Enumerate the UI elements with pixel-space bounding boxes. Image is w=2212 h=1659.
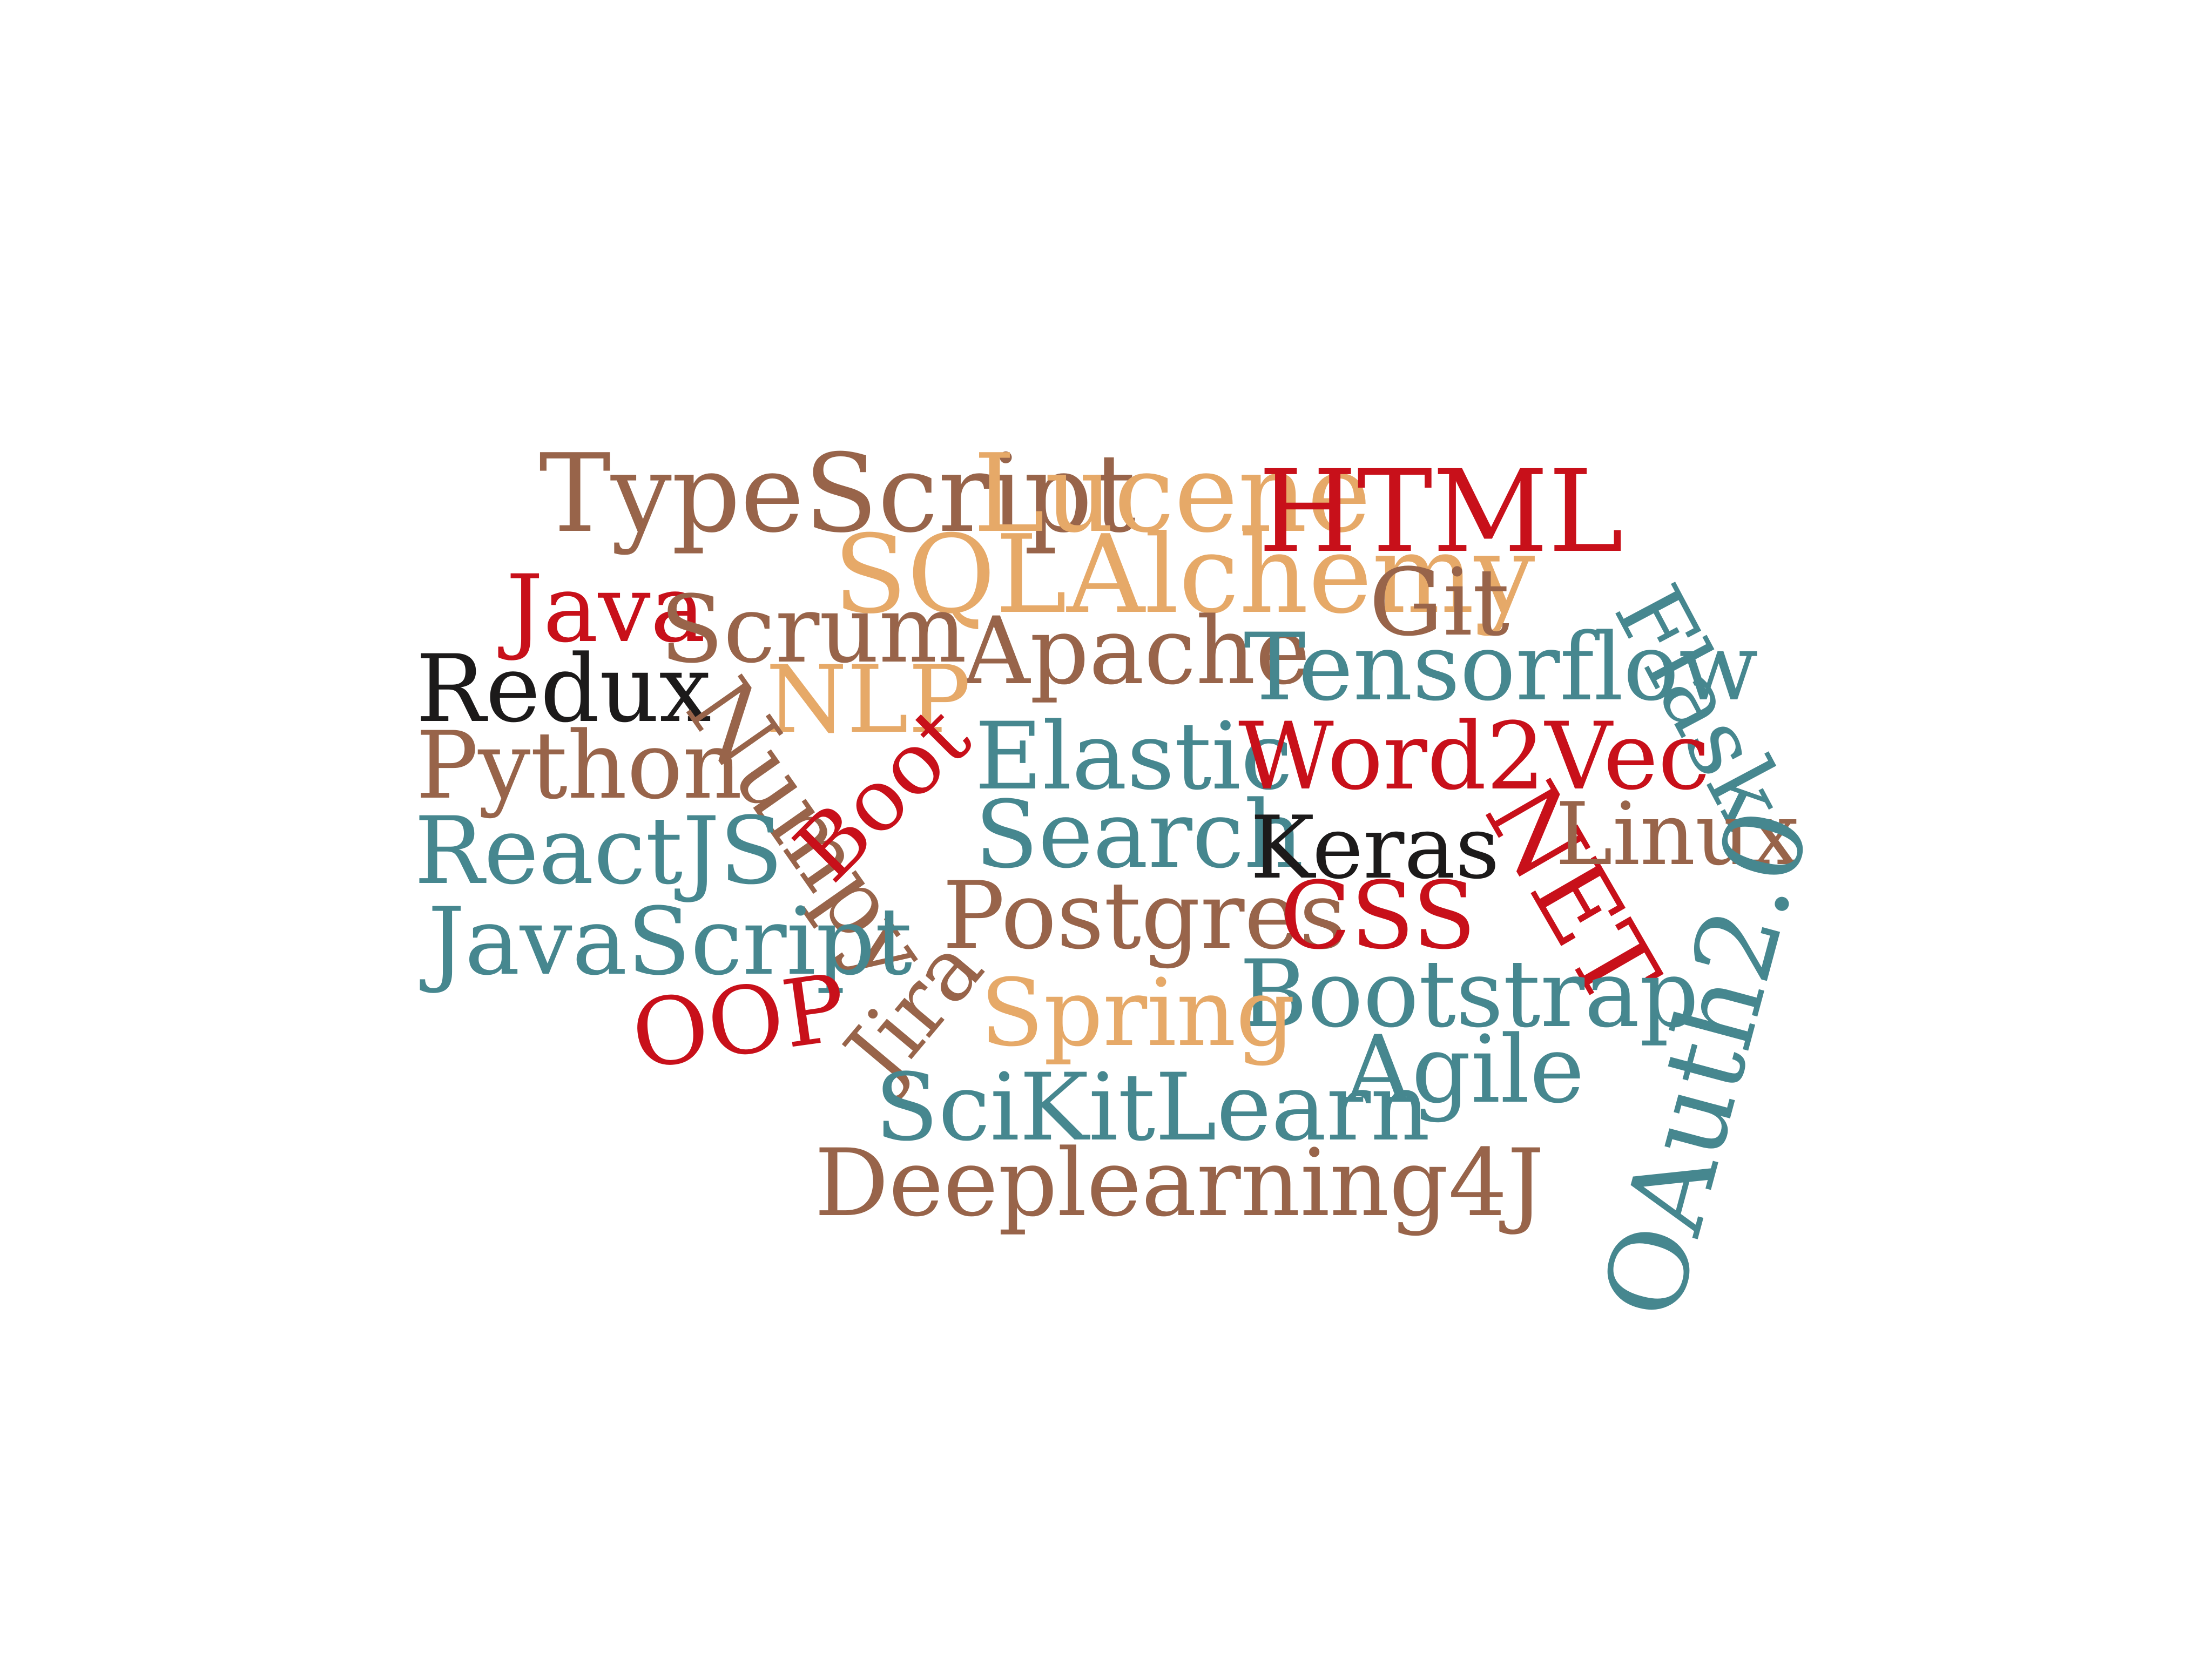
word-word2vec: Word2Vec (1238, 702, 1710, 811)
word-html: HTML (1258, 446, 1623, 578)
word-oop: OOP (625, 953, 853, 1091)
word-nlp: NLP (766, 645, 970, 754)
word-css: CSS (1280, 861, 1476, 970)
word-javascript: JavaScript (428, 887, 912, 996)
word-postgres: Postgres (942, 861, 1347, 970)
word-git: Git (1369, 548, 1510, 657)
word-keras: Keras (1250, 797, 1500, 898)
word-java: Java (506, 555, 706, 663)
word-lucene: Lucene (973, 431, 1371, 557)
word-elastic: Elastic (975, 702, 1293, 811)
word-python: Python (416, 711, 743, 820)
word-tensorflow: Tensorflow (1244, 613, 1758, 721)
word-search: Search (975, 780, 1304, 889)
word-reactjs: ReactJS (414, 797, 783, 905)
word-agile: Agile (1345, 1015, 1584, 1124)
word-scrum: Scrum (660, 575, 967, 684)
word-deeplearning4j: Deeplearning4J (814, 1129, 1545, 1237)
word-scikitlearn: SciKitLearn (875, 1053, 1430, 1162)
word-linux: Linux (1555, 784, 1799, 885)
word-sqlalchemy: SQLAlchemy (833, 512, 1535, 638)
word-apache: Apache (963, 597, 1310, 705)
word-typescript: TypeScript (539, 431, 1136, 557)
word-redux: Redux (416, 635, 711, 743)
word-bootstrap: Bootstrap (1239, 940, 1699, 1048)
word-spring: Spring (980, 959, 1296, 1067)
